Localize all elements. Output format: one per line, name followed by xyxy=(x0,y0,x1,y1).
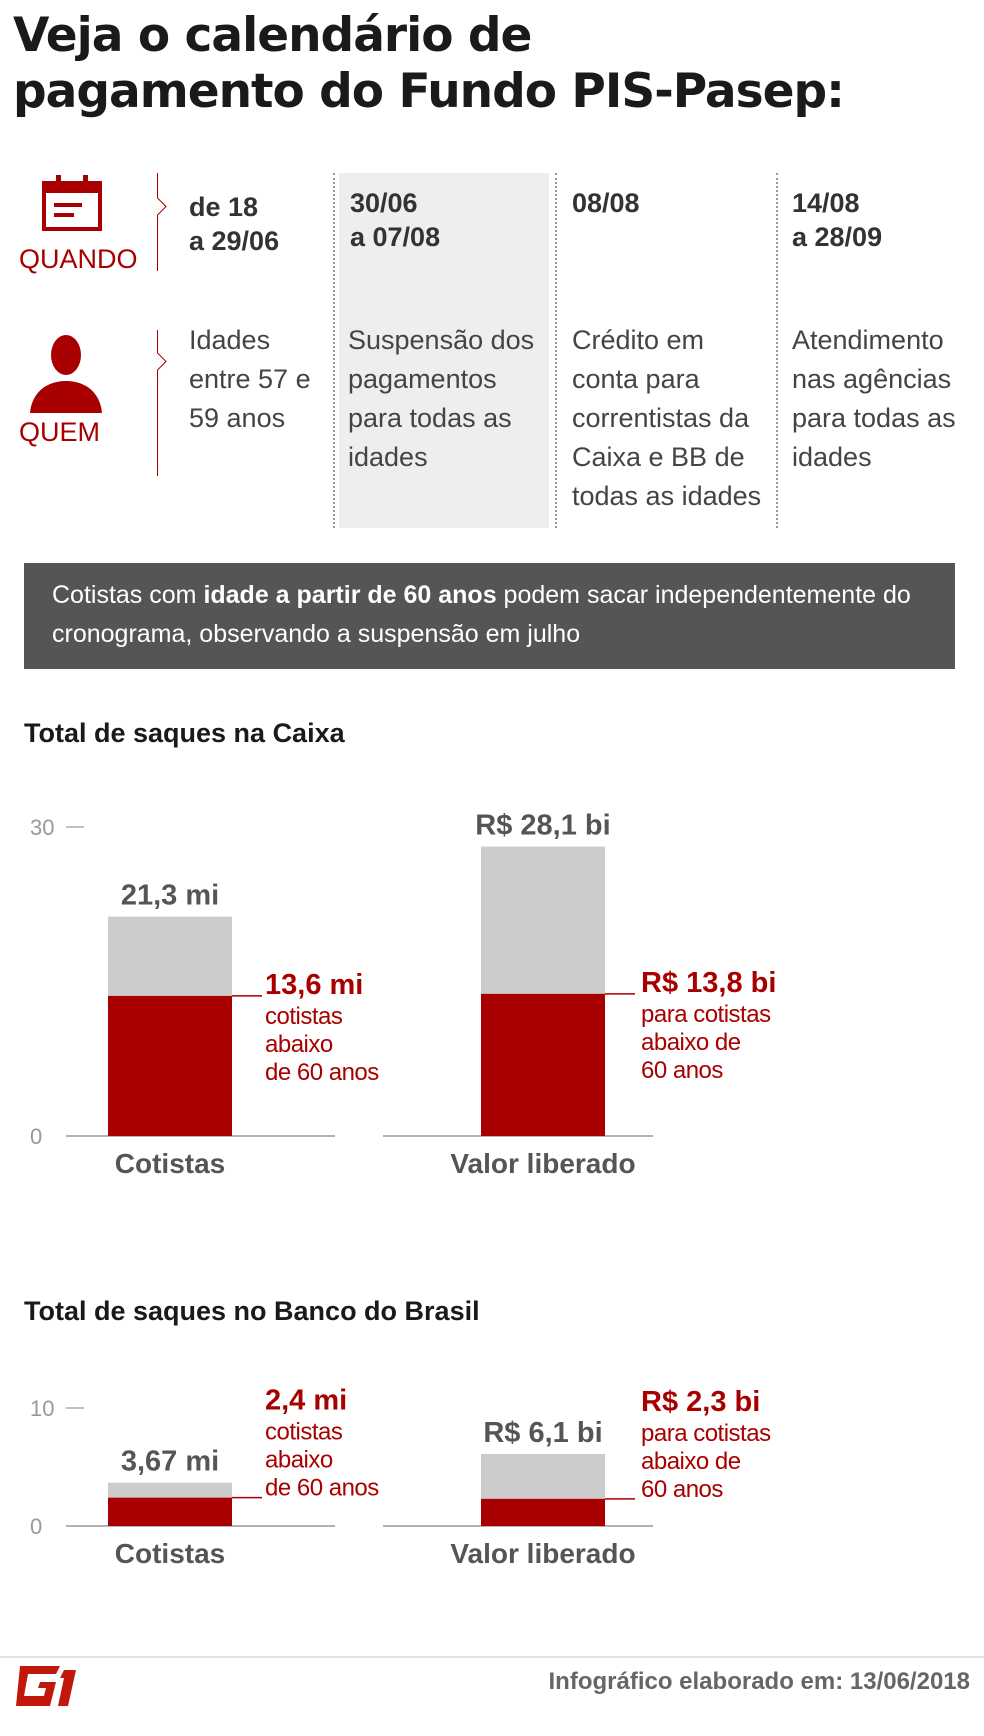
highlight-column xyxy=(339,173,549,528)
data-label-below-60: 2,4 mi xyxy=(265,1385,347,1417)
y-tick-label: 30 xyxy=(30,815,54,840)
data-label-description: para cotistas xyxy=(641,1420,771,1447)
column-separator xyxy=(555,173,557,528)
title-line-1: Veja o calendário de xyxy=(13,8,532,63)
data-label-description: de 60 anos xyxy=(265,1475,379,1502)
footer-divider xyxy=(0,1656,984,1658)
who-chevron xyxy=(148,352,167,371)
title-line-2: pagamento do Fundo PIS-Pasep: xyxy=(13,64,845,119)
bar-below-60 xyxy=(481,1498,605,1526)
y-tick-label: 0 xyxy=(30,1514,42,1539)
person-icon xyxy=(26,333,106,417)
calendar-column-4: 14/08 a 28/09 xyxy=(792,186,972,254)
info-note-text: Cotistas com idade a partir de 60 anos p… xyxy=(52,581,911,648)
calendar-column-2: 30/06 a 07/08 xyxy=(350,186,540,254)
data-label-total: 21,3 mi xyxy=(121,880,219,912)
calendar-column-1: de 18 a 29/06 xyxy=(189,190,329,258)
when-chevron xyxy=(148,197,167,216)
data-label-below-60: R$ 2,3 bi xyxy=(641,1386,760,1418)
page-title: Veja o calendário de pagamento do Fundo … xyxy=(13,8,953,120)
data-label-description: abaixo xyxy=(265,1031,333,1058)
column-separator xyxy=(776,173,778,528)
data-label-below-60: 13,6 mi xyxy=(265,969,363,1001)
column-when: 14/08 a 28/09 xyxy=(792,188,883,252)
column-when: de 18 a 29/06 xyxy=(189,192,280,256)
column-when: 30/06 a 07/08 xyxy=(350,188,441,252)
column-separator xyxy=(333,173,335,528)
data-label-description: cotistas xyxy=(265,1003,343,1030)
data-label-total: R$ 6,1 bi xyxy=(483,1417,602,1449)
data-label-description: abaixo xyxy=(265,1447,333,1474)
data-label-description: para cotistas xyxy=(641,1001,771,1028)
column-who: Suspensão dos pagamentos para todas as i… xyxy=(348,325,535,472)
x-category-label: Valor liberado xyxy=(450,1538,635,1569)
data-label-description: de 60 anos xyxy=(265,1059,379,1086)
row-label-who: QUEM xyxy=(19,417,100,447)
data-label-below-60: R$ 13,8 bi xyxy=(641,967,776,999)
y-tick-label: 10 xyxy=(30,1396,54,1421)
column-who: Idades entre 57 e 59 anos xyxy=(189,325,311,433)
info-note-emphasis: idade a partir de 60 anos xyxy=(203,581,497,609)
calendar-column-3: 08/08 xyxy=(572,186,762,220)
footer-credit: Infográfico elaborado em: 13/06/2018 xyxy=(548,1668,971,1695)
info-note-box xyxy=(24,563,955,669)
x-category-label: Cotistas xyxy=(115,1538,225,1569)
data-label-description: cotistas xyxy=(265,1419,343,1446)
chart-title-caixa: Total de saques na Caixa xyxy=(24,718,345,748)
x-category-label: Valor liberado xyxy=(450,1148,635,1179)
data-label-total: 3,67 mi xyxy=(121,1446,219,1478)
calendar-icon xyxy=(42,175,102,235)
data-label-total: R$ 28,1 bi xyxy=(475,810,610,842)
who-divider xyxy=(157,330,158,476)
bar-below-60 xyxy=(108,995,232,1136)
column-who: Atendimento nas agências para todas as i… xyxy=(792,325,956,472)
data-label-description: 60 anos xyxy=(641,1476,723,1503)
g1-logo xyxy=(16,1666,78,1710)
row-label-when: QUANDO xyxy=(19,244,138,274)
column-when: 08/08 xyxy=(572,188,640,218)
bar-below-60 xyxy=(481,993,605,1136)
column-who: Crédito em conta para correntistas da Ca… xyxy=(572,325,762,511)
data-label-description: abaixo de xyxy=(641,1029,741,1056)
x-category-label: Cotistas xyxy=(115,1148,225,1179)
y-tick-label: 0 xyxy=(30,1124,42,1149)
data-label-description: 60 anos xyxy=(641,1057,723,1084)
bar-below-60 xyxy=(108,1497,232,1526)
chart-title-bb: Total de saques no Banco do Brasil xyxy=(24,1296,480,1326)
data-label-description: abaixo de xyxy=(641,1448,741,1475)
when-divider xyxy=(157,173,158,271)
